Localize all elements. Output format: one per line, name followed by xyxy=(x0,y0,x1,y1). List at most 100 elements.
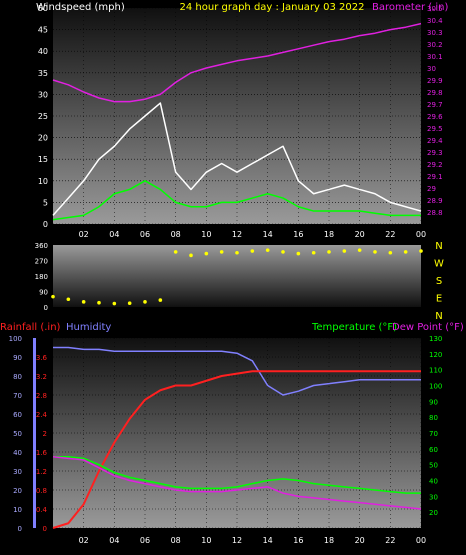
rain-ytick: 0.8 xyxy=(36,487,47,495)
panel1-ytick-right: 28.9 xyxy=(427,197,443,205)
wind-direction-point xyxy=(388,250,393,255)
panel3-xtick: 02 xyxy=(79,536,89,545)
humidity-ytick: 40 xyxy=(13,449,22,457)
wind-direction-point xyxy=(51,294,55,299)
panel2-ytick: 360 xyxy=(35,242,48,250)
wind-direction-point xyxy=(97,300,101,305)
panel1-ytick-left: 40 xyxy=(38,47,48,56)
wind-direction-point xyxy=(296,251,301,256)
panel2-compass-label: N xyxy=(435,241,442,252)
panel2-ytick: 270 xyxy=(35,258,48,266)
panel1-ytick-left: 30 xyxy=(38,90,48,99)
wind-direction-point xyxy=(250,249,255,253)
panel1-xtick: 12 xyxy=(232,230,242,239)
rain-ytick: 2.8 xyxy=(36,392,47,400)
panel1-ytick-left: 45 xyxy=(38,26,48,35)
humidity-ytick: 100 xyxy=(9,335,22,343)
panel1-left-axis-label: Windspeed (mph) xyxy=(36,2,125,13)
panel1-ytick-left: 15 xyxy=(38,155,48,164)
panel1-ytick-right: 30.1 xyxy=(427,53,443,61)
temperature-ytick: 60 xyxy=(429,446,438,454)
panel1-ytick-right: 29.1 xyxy=(427,173,443,181)
wind-direction-point xyxy=(373,250,377,254)
panel1-ytick-right: 29 xyxy=(427,185,436,193)
panel3-xtick: 06 xyxy=(140,536,150,545)
panel1-xtick: 14 xyxy=(263,230,273,239)
temperature-ytick: 110 xyxy=(429,367,442,375)
panel1-ytick-right: 29.3 xyxy=(427,149,443,157)
wind-direction-point xyxy=(357,248,362,252)
panel3-xtick: 20 xyxy=(355,536,365,545)
panel2-ytick: 180 xyxy=(35,273,48,281)
humidity-ytick: 90 xyxy=(13,354,22,362)
panel1-right-axis-label: Barometer (.in) xyxy=(372,2,448,13)
panel1-xtick: 10 xyxy=(201,230,211,239)
barometer-line xyxy=(52,22,422,103)
panel1-xtick: 16 xyxy=(293,230,303,239)
panel2-compass-label: E xyxy=(436,294,442,305)
humidity-ytick: 30 xyxy=(13,468,22,476)
wind-average-line xyxy=(52,180,421,221)
temperature-ytick: 40 xyxy=(429,478,438,486)
legend-humidity: Humidity xyxy=(66,322,111,333)
legend-rainfall: Rainfall (.in) xyxy=(0,322,61,333)
panel1-ytick-right: 29.4 xyxy=(427,137,443,145)
panel1-ytick-right: 29.2 xyxy=(427,161,443,169)
panel3-xtick: 10 xyxy=(201,536,211,545)
panel1-ytick-left: 5 xyxy=(43,198,48,207)
panel3-xtick: 00 xyxy=(416,536,426,545)
panel3-xtick: 18 xyxy=(324,536,334,545)
rain-ytick: 1.6 xyxy=(36,449,48,457)
wind-direction-point xyxy=(158,298,163,302)
humidity-ytick: 80 xyxy=(13,373,22,381)
wind-direction-point xyxy=(219,250,224,254)
panel1-ytick-left: 25 xyxy=(38,112,48,121)
rain-ytick: 0.4 xyxy=(36,506,48,514)
legend-dewpoint: Dew Point (°F) xyxy=(392,322,464,333)
temperature-ytick: 80 xyxy=(429,414,438,422)
dew-point-line xyxy=(52,456,422,510)
humidity-line xyxy=(53,346,421,396)
wind-direction-point xyxy=(81,300,86,304)
panel1-xtick: 22 xyxy=(385,230,395,239)
panel3-xtick: 08 xyxy=(171,536,181,545)
panel2-compass-label: N xyxy=(435,311,442,322)
panel3-xtick: 22 xyxy=(385,536,395,545)
humidity-ytick: 0 xyxy=(18,525,22,533)
panel1-ytick-right: 30 xyxy=(427,65,436,73)
legend-temperature: Temperature (°F) xyxy=(311,322,397,333)
panel1-ytick-left: 50 xyxy=(38,4,48,13)
wind-direction-point xyxy=(189,253,193,258)
wind-direction-point xyxy=(112,301,117,306)
wind-direction-point xyxy=(143,300,147,304)
panel1-ytick-right: 30.3 xyxy=(427,29,443,37)
wind-direction-point xyxy=(419,249,423,253)
panel1-ytick-right: 30.2 xyxy=(427,41,443,49)
wind-direction-point xyxy=(204,251,209,256)
panel1-ytick-right: 29.9 xyxy=(427,77,443,85)
rainfall-line xyxy=(52,370,421,529)
wind-direction-point xyxy=(265,248,270,252)
humidity-ytick: 60 xyxy=(13,411,22,419)
humidity-ytick: 10 xyxy=(13,506,22,514)
rain-ytick: 3.2 xyxy=(36,373,47,381)
wind-direction-point xyxy=(173,250,178,254)
panel2-ytick: 90 xyxy=(39,289,48,297)
panel3-xtick: 04 xyxy=(109,536,119,545)
panel1-ytick-right: 30.5 xyxy=(427,5,443,13)
wind-direction-point xyxy=(127,301,132,306)
panel1-ytick-left: 20 xyxy=(38,134,48,143)
humidity-ytick: 70 xyxy=(13,392,22,400)
panel1-xtick: 00 xyxy=(416,230,426,239)
temperature-ytick: 30 xyxy=(429,493,438,501)
humidity-ytick: 50 xyxy=(13,430,22,438)
temperature-ytick: 130 xyxy=(429,335,442,343)
panel2-ytick: 0 xyxy=(44,304,48,312)
rain-ytick: 0 xyxy=(43,525,47,533)
panel1-ytick-right: 29.5 xyxy=(427,125,443,133)
rain-ytick: 2.4 xyxy=(36,411,48,419)
wind-direction-point xyxy=(311,250,316,255)
panel3-xtick: 14 xyxy=(263,536,273,545)
